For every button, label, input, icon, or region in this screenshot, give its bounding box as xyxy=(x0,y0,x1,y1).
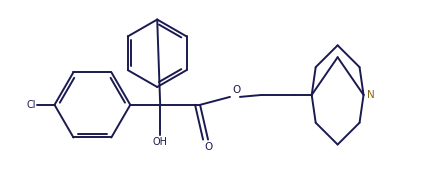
Text: O: O xyxy=(232,85,240,95)
Text: O: O xyxy=(204,142,212,152)
Text: N: N xyxy=(367,90,374,100)
Text: Cl: Cl xyxy=(26,100,36,110)
Text: OH: OH xyxy=(153,137,168,147)
